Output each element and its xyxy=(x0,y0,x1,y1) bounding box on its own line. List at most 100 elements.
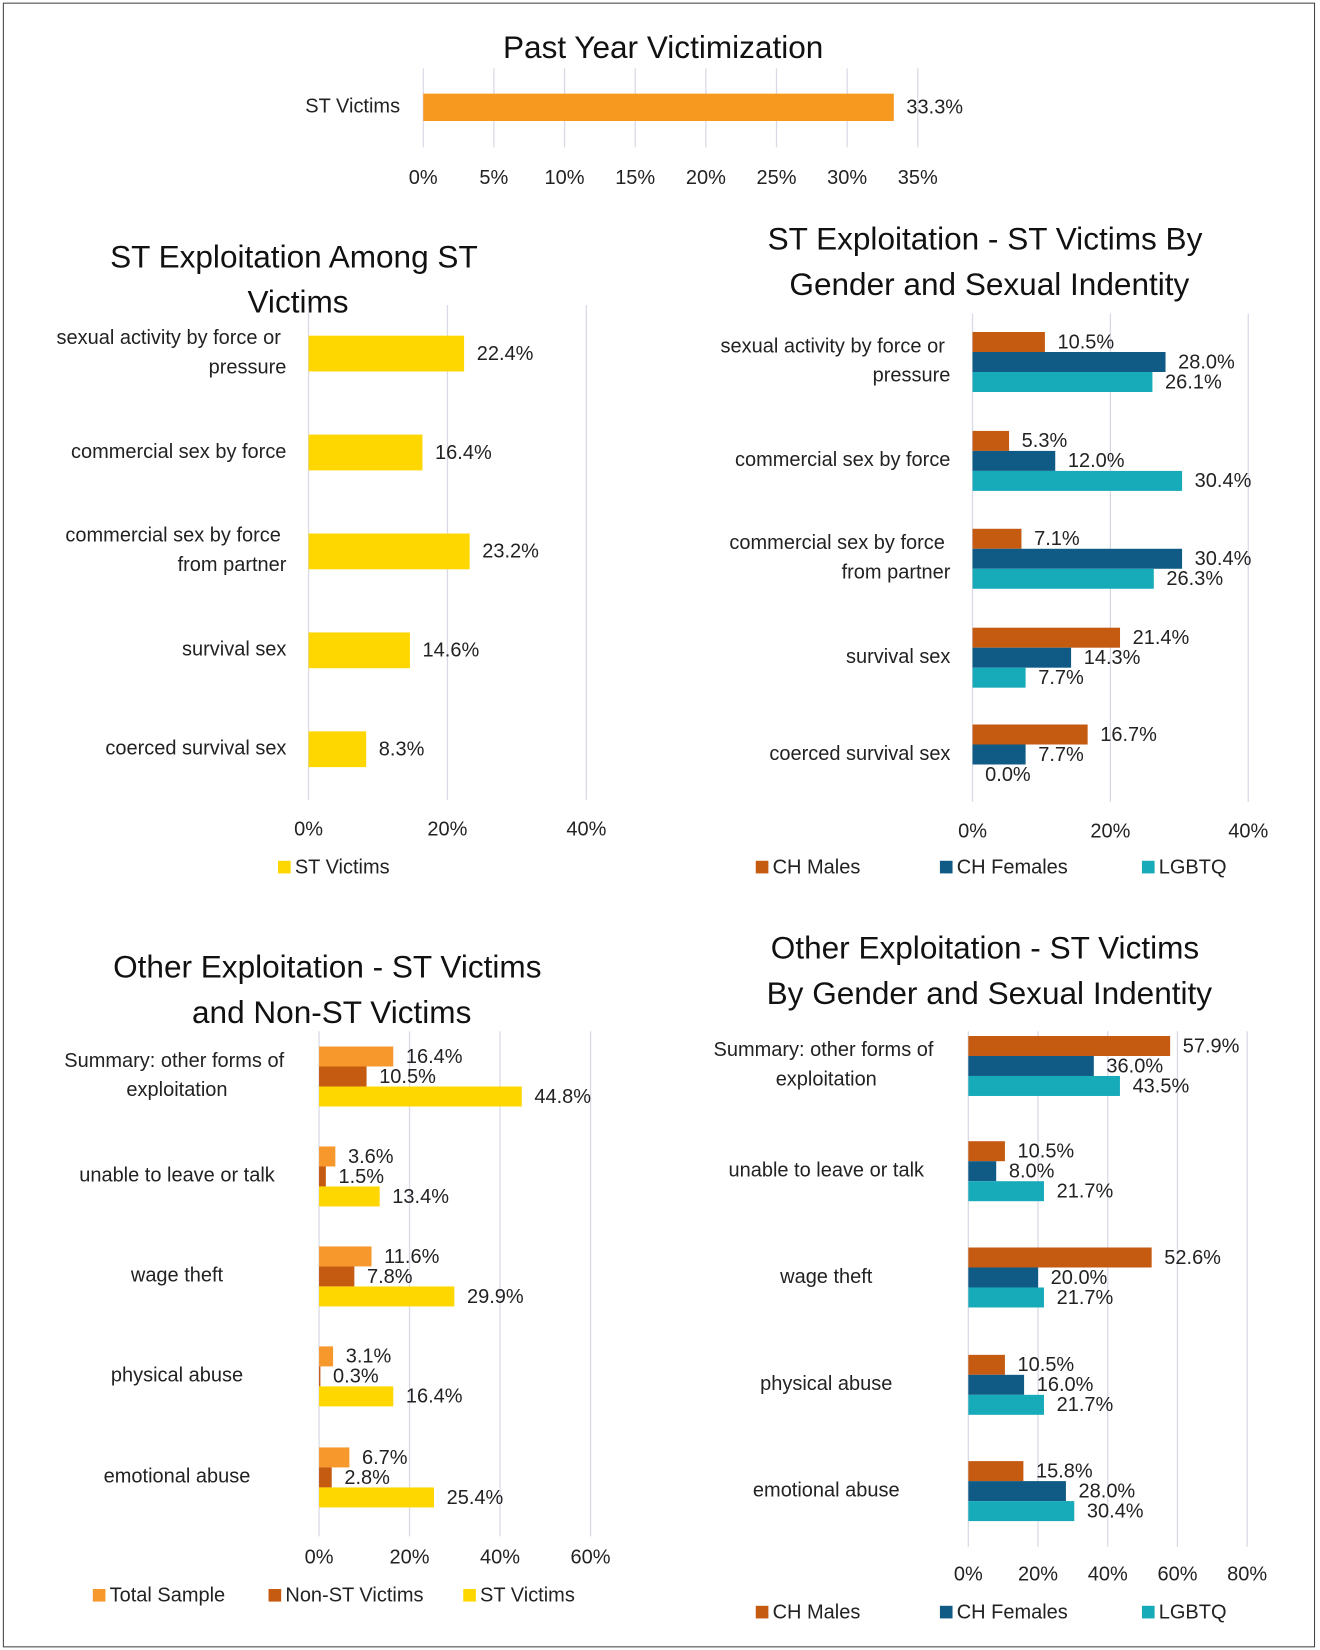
bar xyxy=(968,1287,1044,1308)
value-label: 3.1% xyxy=(346,1346,392,1368)
bar xyxy=(968,1075,1120,1096)
chart-title: Other Exploitation - ST Victims By Gende… xyxy=(767,930,1213,1011)
value-label: 52.6% xyxy=(1164,1247,1221,1269)
legend-swatch xyxy=(1141,1605,1155,1619)
category-label: physical abuse xyxy=(760,1373,892,1395)
x-tick-label: 80% xyxy=(1227,1564,1267,1586)
bar xyxy=(968,1035,1171,1056)
bar xyxy=(968,1481,1066,1502)
value-label: 26.1% xyxy=(1165,371,1222,393)
bar xyxy=(319,1467,332,1488)
value-label: 43.5% xyxy=(1133,1075,1190,1097)
bar xyxy=(972,627,1121,648)
bar xyxy=(308,533,470,570)
bar xyxy=(972,371,1153,392)
legend-swatch xyxy=(1141,860,1155,874)
x-tick-label: 40% xyxy=(1228,821,1268,843)
category-label: wage theft xyxy=(130,1265,224,1287)
value-label: 8.3% xyxy=(379,739,425,761)
bar xyxy=(972,548,1183,569)
legend-swatch xyxy=(278,860,291,874)
bar xyxy=(308,632,410,669)
bar xyxy=(319,1086,522,1107)
chart-title: Other Exploitation - ST Victims and Non-… xyxy=(113,949,550,1030)
bar xyxy=(968,1247,1152,1268)
bar xyxy=(972,667,1026,688)
bar xyxy=(968,1501,1075,1522)
x-tick-label: 40% xyxy=(566,819,606,841)
legend-label: LGBTQ xyxy=(1159,1601,1227,1623)
legend-swatch xyxy=(939,860,953,874)
value-label: 57.9% xyxy=(1183,1035,1240,1057)
legend-swatch xyxy=(939,1605,953,1619)
value-label: 16.0% xyxy=(1037,1374,1094,1396)
category-label: Summary: other forms of exploitation xyxy=(714,1040,939,1091)
value-label: 16.4% xyxy=(406,1386,463,1408)
category-label: wage theft xyxy=(779,1266,873,1288)
x-tick-label: 0% xyxy=(958,821,987,843)
bar xyxy=(308,731,367,768)
x-tick-label: 0% xyxy=(294,819,323,841)
legend-swatch xyxy=(92,1588,106,1602)
bar xyxy=(319,1146,336,1167)
category-label: commercial sex by force xyxy=(735,449,950,471)
x-tick-label: 20% xyxy=(427,819,467,841)
value-label: 1.5% xyxy=(338,1166,384,1188)
bar xyxy=(319,1266,355,1287)
legend-label: CH Males xyxy=(773,1601,861,1623)
legend-swatch xyxy=(755,1605,769,1619)
value-label: 14.3% xyxy=(1084,647,1141,669)
bar xyxy=(423,93,894,122)
category-label: emotional abuse xyxy=(753,1479,900,1501)
value-label: 12.0% xyxy=(1068,450,1125,472)
value-label: 28.0% xyxy=(1079,1480,1136,1502)
bar xyxy=(972,568,1154,589)
x-tick-label: 30% xyxy=(827,167,867,189)
x-tick-label: 20% xyxy=(1090,821,1130,843)
legend-label: ST Victims xyxy=(480,1585,575,1607)
value-label: 44.8% xyxy=(534,1086,591,1108)
bar xyxy=(972,744,1026,765)
bar xyxy=(319,1046,394,1067)
value-label: 10.5% xyxy=(1018,1141,1075,1163)
legend-label: CH Males xyxy=(773,856,861,878)
value-label: 16.4% xyxy=(406,1046,463,1068)
category-label: survival sex xyxy=(846,646,950,668)
value-label: 0.0% xyxy=(985,764,1031,786)
value-label: 30.4% xyxy=(1087,1500,1144,1522)
value-label: 7.1% xyxy=(1034,528,1080,550)
x-tick-label: 5% xyxy=(479,167,508,189)
x-tick-label: 25% xyxy=(757,167,797,189)
x-tick-label: 40% xyxy=(480,1547,520,1569)
bar xyxy=(319,1386,394,1407)
value-label: 0.3% xyxy=(333,1366,379,1388)
legend-label: Non-ST Victims xyxy=(285,1585,423,1607)
value-label: 7.7% xyxy=(1038,667,1084,689)
value-label: 21.4% xyxy=(1133,627,1190,649)
category-label: commercial sex by force from partner xyxy=(729,532,950,583)
legend-swatch xyxy=(755,860,769,874)
x-tick-label: 0% xyxy=(954,1564,983,1586)
value-label: 8.0% xyxy=(1009,1161,1055,1183)
category-label: Summary: other forms of exploitation xyxy=(64,1050,289,1101)
bar xyxy=(972,647,1072,668)
value-label: 29.9% xyxy=(467,1286,524,1308)
bar xyxy=(319,1246,372,1267)
value-label: 33.3% xyxy=(906,97,963,119)
bar xyxy=(968,1267,1039,1288)
bar xyxy=(968,1461,1024,1482)
bar xyxy=(968,1161,997,1182)
x-tick-label: 20% xyxy=(1018,1564,1058,1586)
bar xyxy=(319,1447,350,1468)
legend-label: LGBTQ xyxy=(1159,856,1227,878)
bar xyxy=(319,1166,326,1187)
x-tick-label: 35% xyxy=(898,167,938,189)
bar xyxy=(308,434,423,471)
value-label: 14.6% xyxy=(423,640,480,662)
value-label: 5.3% xyxy=(1022,430,1068,452)
value-label: 10.5% xyxy=(379,1066,436,1088)
value-label: 21.7% xyxy=(1057,1394,1114,1416)
x-tick-label: 10% xyxy=(545,167,585,189)
bar xyxy=(972,331,1045,352)
